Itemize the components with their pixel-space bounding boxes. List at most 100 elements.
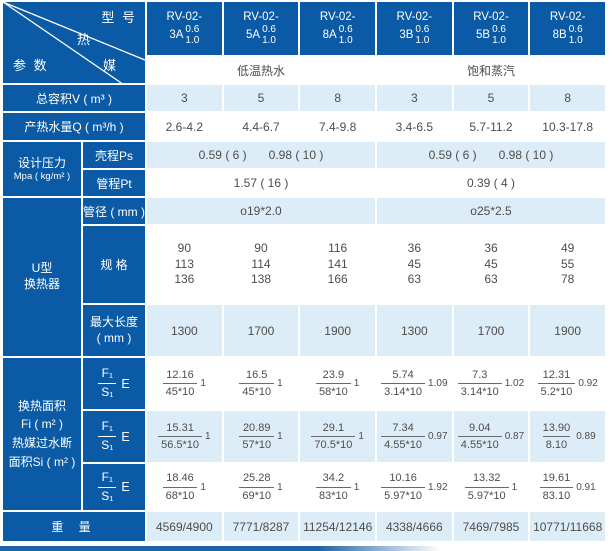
area-ratio-cell: 7.3 3.14*10 1.02 xyxy=(453,358,529,409)
shell-pressure-value: 0.98 ( 10 ) xyxy=(268,148,324,162)
model-code: 8B xyxy=(552,28,567,41)
ratio-result: 0.89 xyxy=(576,431,596,442)
ratio-den: 68*10 xyxy=(162,486,198,503)
shell-pressure-value: 0.98 ( 10 ) xyxy=(498,148,554,162)
output-value: 10.3-17.8 xyxy=(530,113,605,140)
area-ratio-cell: 12.16 45*10 1 xyxy=(147,358,222,409)
model-pressure-top: 0.6 xyxy=(185,24,200,36)
ratio-num: 9.04 xyxy=(469,421,491,434)
model-header-1: RV-02- 3A 0.6 1.0 xyxy=(147,2,222,55)
ratio-den: 5.97*10 xyxy=(381,486,426,503)
output-value: 5.7-11.2 xyxy=(453,113,529,140)
area-ratio-cell: 9.04 4.55*10 0.87 xyxy=(453,411,529,462)
model-pressure-top: 0.6 xyxy=(338,24,353,36)
area-ratio-cell: 5.74 3.14*10 1.09 xyxy=(376,358,452,409)
ratio-result: 1 xyxy=(511,481,518,493)
ratio-result: 1 xyxy=(353,378,360,389)
spec-value: 36 45 63 xyxy=(453,226,529,303)
diagonal-divider-lines xyxy=(3,2,145,83)
medium-steam-cell: 饱和蒸汽 xyxy=(376,57,605,83)
spec-value: 90 113 136 xyxy=(147,226,222,303)
ratio-num: 12.16 xyxy=(166,368,194,381)
weight-value: 7771/8287 xyxy=(223,512,299,541)
ratio-result: 1 xyxy=(353,481,360,493)
output-value: 4.4-6.7 xyxy=(223,113,299,140)
ratio-den: 83*10 xyxy=(315,486,351,503)
model-pressure-top: 0.6 xyxy=(492,24,506,36)
area-ratio-cell: 16.5 45*10 1 xyxy=(223,358,299,409)
model-code: 5B xyxy=(476,28,491,41)
model-pressure-bottom: 1.0 xyxy=(338,35,353,47)
area-ratio-cell: 19.61 83.10 0.91 xyxy=(530,464,605,510)
area-ratio-cell: 25.28 69*10 1 xyxy=(223,464,299,510)
row-label-heat-area: 换热面积 Fi ( m² ) 热媒过水断 面积Si ( m² ) xyxy=(3,358,81,510)
row-label-f1s1-e-1: F₁ S₁ E xyxy=(83,358,145,409)
bottom-accent-line xyxy=(0,546,612,551)
area-ratio-cell: 15.31 56.5*10 1 xyxy=(147,411,222,462)
ratio-den: 8.10 xyxy=(542,436,571,452)
row-label-output: 产热水量Q ( m³/h ) xyxy=(3,113,145,140)
fs-den: S₁ xyxy=(98,486,117,505)
ratio-result: 0.97 xyxy=(428,431,448,442)
row-label-f1s1-e-3: F₁ S₁ E xyxy=(83,464,145,510)
ratio-num: 13.90 xyxy=(542,421,571,434)
max-length-value: 1700 xyxy=(223,305,299,356)
model-code: 3B xyxy=(399,28,414,41)
area-ratio-cell: 13.90 8.10 0.89 xyxy=(530,411,605,462)
ratio-result: 1 xyxy=(277,378,283,389)
row-label-tube-pt: 管程Pt xyxy=(83,170,145,196)
model-pressure-bottom: 1.0 xyxy=(415,35,430,47)
volume-value: 3 xyxy=(376,85,452,111)
ratio-den: 45*10 xyxy=(239,383,275,399)
area-ratio-cell: 13.32 5.97*10 1 xyxy=(453,464,529,510)
max-length-value: 1900 xyxy=(300,305,375,356)
ratio-den: 58*10 xyxy=(315,383,351,399)
ratio-num: 7.3 xyxy=(472,368,488,381)
model-code: 8A xyxy=(322,28,337,41)
ratio-result: 1.02 xyxy=(504,378,525,389)
model-prefix: RV-02- xyxy=(473,10,509,23)
volume-value: 8 xyxy=(300,85,375,111)
fs-suffix: E xyxy=(121,480,130,494)
ratio-num: 19.61 xyxy=(542,472,571,485)
weight-value: 11254/12146 xyxy=(300,512,375,541)
pipe-diameter-right: o25*2.5 xyxy=(376,198,605,224)
ratio-den: 56.5*10 xyxy=(158,436,203,452)
area-ratio-cell: 20.89 57*10 1 xyxy=(223,411,299,462)
row-label-spec: 规 格 xyxy=(83,226,145,303)
ratio-result: 1 xyxy=(205,431,211,442)
model-prefix: RV-02- xyxy=(319,10,356,23)
spec-value: 49 55 78 xyxy=(530,226,605,303)
row-label-max-length: 最大长度 ( mm ) xyxy=(83,305,145,356)
corner-header-cell: 型 号 热 媒 参 数 xyxy=(3,2,145,83)
model-header-5: RV-02- 5B 0.6 1.0 xyxy=(453,2,529,55)
model-prefix: RV-02- xyxy=(166,10,203,23)
ratio-den: 3.14*10 xyxy=(457,383,502,399)
ratio-result: 0.87 xyxy=(504,431,525,442)
ratio-den: 5.97*10 xyxy=(464,486,509,503)
ratio-result: 1 xyxy=(200,481,206,493)
ratio-result: 1 xyxy=(200,378,206,389)
ratio-den: 4.55*10 xyxy=(457,436,502,452)
ratio-den: 5.2*10 xyxy=(537,383,576,399)
model-prefix: RV-02- xyxy=(396,10,433,23)
weight-value: 4569/4900 xyxy=(147,512,222,541)
ratio-den: 3.14*10 xyxy=(381,383,426,399)
fs-den: S₁ xyxy=(98,383,117,401)
model-header-3: RV-02- 8A 0.6 1.0 xyxy=(300,2,375,55)
ratio-result: 1 xyxy=(358,431,364,442)
corner-label-medium-bottom: 媒 xyxy=(103,58,119,73)
fs-num: F₁ xyxy=(101,469,114,484)
corner-label-medium-top: 热 xyxy=(77,32,93,47)
ratio-den: 70.5*10 xyxy=(311,436,356,452)
ratio-num: 10.16 xyxy=(389,472,417,485)
fs-num: F₁ xyxy=(101,366,114,381)
row-label-u-exchanger: U型 换热器 xyxy=(3,198,81,356)
max-length-value: 1300 xyxy=(147,305,222,356)
ratio-num: 20.89 xyxy=(242,421,271,434)
model-pressure-top: 0.6 xyxy=(568,24,583,36)
area-ratio-cell: 7.34 4.55*10 0.97 xyxy=(376,411,452,462)
max-length-value: 1700 xyxy=(453,305,529,356)
model-header-2: RV-02- 5A 0.6 1.0 xyxy=(223,2,299,55)
row-label-design-pressure: 设计压力 Mpa ( kg/m² ) xyxy=(3,142,81,196)
